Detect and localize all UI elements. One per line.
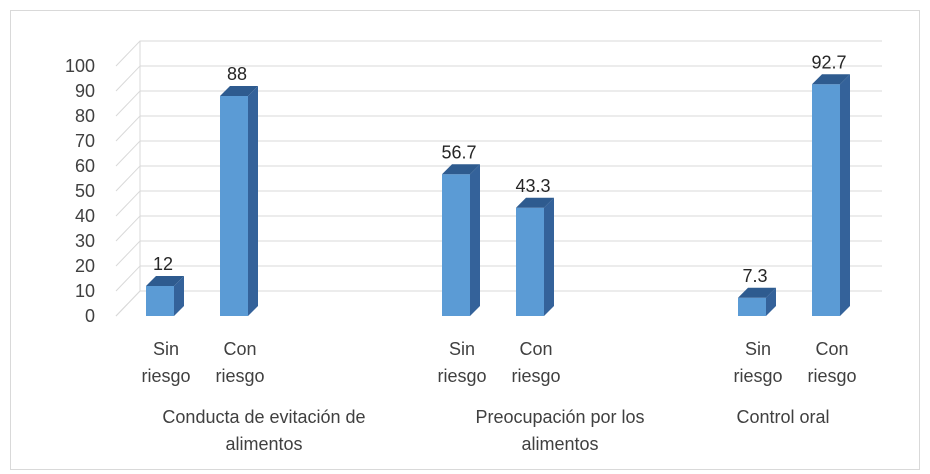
bar-top <box>442 164 480 175</box>
gridline <box>115 190 882 217</box>
y-tick-label: 50 <box>75 181 95 201</box>
y-tick-label: 40 <box>75 206 95 226</box>
x-category-label: Sin riesgo <box>733 339 782 386</box>
gridline <box>115 115 882 142</box>
gridline <box>115 240 882 267</box>
bar-side <box>174 276 184 316</box>
data-label: 88 <box>227 64 247 84</box>
x-category-label: Con riesgo <box>807 339 856 386</box>
group-label: Preocupación por los alimentos <box>475 407 644 454</box>
y-tick-label: 20 <box>75 256 95 276</box>
gridline <box>115 65 882 92</box>
bar-top <box>220 86 258 96</box>
bar-side <box>766 287 776 316</box>
data-label: 92.7 <box>811 52 846 72</box>
gridline <box>115 165 882 192</box>
gridline <box>115 215 882 242</box>
bar-side <box>248 86 258 316</box>
group-label: Control oral <box>736 407 829 427</box>
bar-side <box>470 164 480 316</box>
bar-front <box>738 297 766 316</box>
bar <box>738 287 776 316</box>
bar <box>442 164 480 316</box>
bars: 12 Sin riesgo 88 Con riesgo 56.7 Sin riesgo 43.3 C… <box>141 52 856 386</box>
gridline <box>115 140 882 167</box>
gridline <box>115 290 882 317</box>
bar <box>146 276 184 316</box>
gridline <box>115 265 882 292</box>
bar-top <box>738 287 776 298</box>
y-axis: 0 10 20 30 40 50 60 70 80 90 100 <box>65 56 95 326</box>
data-label: 7.3 <box>742 266 767 286</box>
bar <box>516 197 554 316</box>
data-label: 12 <box>153 254 173 274</box>
bar-front <box>220 96 248 316</box>
data-label: 43.3 <box>515 176 550 196</box>
data-label: 56.7 <box>441 142 476 162</box>
bar <box>812 74 850 316</box>
bar-top <box>516 197 554 208</box>
bar-front <box>146 286 174 316</box>
x-category-label: Con riesgo <box>215 339 264 386</box>
bar-top <box>812 74 850 85</box>
bar-side <box>544 197 554 316</box>
gridline <box>115 40 882 67</box>
bar-top <box>146 276 184 286</box>
y-tick-label: 80 <box>75 106 95 126</box>
bar <box>220 86 258 316</box>
x-category-label: Sin riesgo <box>437 339 486 386</box>
gridlines <box>115 40 882 317</box>
y-tick-label: 100 <box>65 56 95 76</box>
bar-front <box>516 207 544 316</box>
x-category-label: Con riesgo <box>511 339 560 386</box>
group-label: Conducta de evitación de alimentos <box>162 407 365 454</box>
gridline <box>115 90 882 117</box>
y-tick-label: 60 <box>75 156 95 176</box>
y-tick-label: 0 <box>85 306 95 326</box>
y-tick-label: 90 <box>75 81 95 101</box>
bar-side <box>840 74 850 316</box>
group-labels: Conducta de evitación de alimentos Preocup… <box>162 407 829 454</box>
y-tick-label: 30 <box>75 231 95 251</box>
x-category-label: Sin riesgo <box>141 339 190 386</box>
bar-front <box>442 174 470 316</box>
y-tick-label: 70 <box>75 131 95 151</box>
bar-front <box>812 84 840 316</box>
y-tick-label: 10 <box>75 281 95 301</box>
